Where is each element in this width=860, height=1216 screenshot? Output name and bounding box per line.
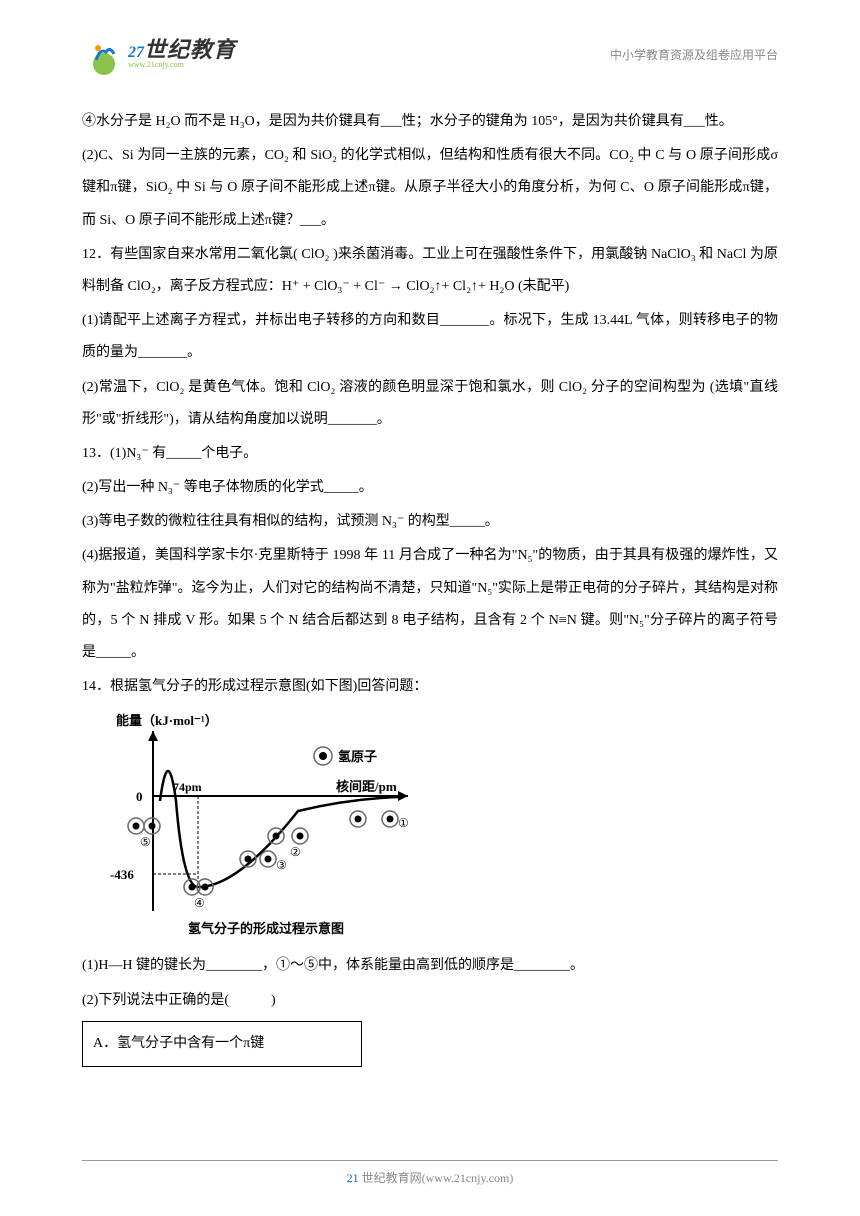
legend-text: 氢原子 — [338, 749, 377, 764]
diagram-xlabel: 核间距/pm — [336, 779, 397, 794]
header-right-text: 中小学教育资源及组卷应用平台 — [610, 46, 778, 63]
atom-marker-4: ④ — [184, 879, 213, 910]
logo: 27世纪教育 www.21cnjy.com — [82, 32, 236, 76]
paragraph-q2: (2)C、Si 为同一主族的元素，CO₂ 和 SiO₂ 的化学式相似，但结构和性… — [82, 140, 778, 237]
diagram-ylabel: 能量（kJ·mol⁻¹） — [116, 713, 218, 728]
option-a-text: A．氢气分子中含有一个π键 — [93, 1036, 264, 1051]
svg-text:②: ② — [290, 845, 301, 859]
logo-main-text: 27世纪教育 — [128, 39, 236, 61]
option-a-box: A．氢气分子中含有一个π键 — [82, 1021, 362, 1067]
atom-marker-3: ③ — [240, 851, 287, 872]
footer-blue: 21 — [347, 1171, 359, 1185]
question-13-3: (3)等电子数的微粒往往具有相似的结构，试预测 N₃⁻ 的构型_____。 — [82, 506, 778, 538]
logo-url: www.21cnjy.com — [128, 61, 236, 69]
question-12-2: (2)常温下，ClO₂ 是黄色气体。饱和 ClO₂ 溶液的颜色明显深于饱和氯水，… — [82, 372, 778, 436]
logo-icon — [82, 32, 126, 76]
diagram-caption: 氢气分子的形成过程示意图 — [188, 921, 344, 936]
y-tick-0: 0 — [136, 789, 143, 804]
question-13-4: (4)据报道，美国科学家卡尔·克里斯特于 1998 年 11 月合成了一种名为"… — [82, 540, 778, 669]
atom-marker-5: ⑤ — [128, 818, 160, 849]
question-13-1: 13．(1)N₃⁻ 有_____个电子。 — [82, 438, 778, 470]
question-13-2: (2)写出一种 N₃⁻ 等电子体物质的化学式_____。 — [82, 472, 778, 504]
question-14-1: (1)H—H 键的键长为________，①～⑤中，体系能量由高到低的顺序是__… — [82, 950, 778, 982]
svg-text:④: ④ — [194, 896, 205, 910]
atom-marker-1: ① — [350, 811, 409, 830]
logo-text-block: 27世纪教育 www.21cnjy.com — [128, 39, 236, 69]
y-tick-436: -436 — [110, 867, 134, 882]
x-tick-74pm: 74pm — [173, 780, 202, 794]
svg-text:⑤: ⑤ — [140, 835, 151, 849]
question-12-intro: 12．有些国家自来水常用二氧化氯( ClO₂ )来杀菌消毒。工业上可在强酸性条件… — [82, 239, 778, 303]
footer-text: 世纪教育网(www.21cnjy.com) — [359, 1171, 514, 1185]
page-header: 27世纪教育 www.21cnjy.com 中小学教育资源及组卷应用平台 — [0, 0, 860, 86]
legend-atom-icon: 氢原子 — [314, 747, 377, 765]
energy-diagram: 能量（kJ·mol⁻¹） 核间距/pm 0 -436 74pm 氢原子 ⑤ — [98, 711, 438, 946]
paragraph-4: ④水分子是 H₂O 而不是 H₃O，是因为共价键具有___性；水分子的键角为 1… — [82, 106, 778, 138]
question-12-1: (1)请配平上述离子方程式，并标出电子转移的方向和数目_______。标况下，生… — [82, 305, 778, 369]
question-14-2: (2)下列说法中正确的是( ) — [82, 985, 778, 1017]
question-14-intro: 14．根据氢气分子的形成过程示意图(如下图)回答问题： — [82, 671, 778, 703]
svg-text:③: ③ — [276, 858, 287, 872]
page-footer: 21 世纪教育网(www.21cnjy.com) — [82, 1160, 778, 1186]
svg-text:①: ① — [398, 816, 409, 830]
document-content: ④水分子是 H₂O 而不是 H₃O，是因为共价键具有___性；水分子的键角为 1… — [0, 86, 860, 1067]
